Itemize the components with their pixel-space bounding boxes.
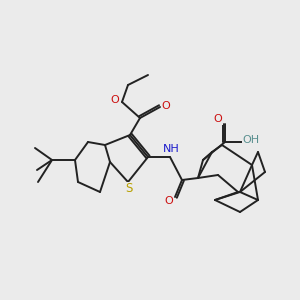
Text: O: O [111,95,119,105]
Text: O: O [165,196,173,206]
Text: O: O [214,114,222,124]
Text: OH: OH [242,135,260,145]
Text: NH: NH [163,144,179,154]
Text: S: S [125,182,133,196]
Text: O: O [162,101,170,111]
